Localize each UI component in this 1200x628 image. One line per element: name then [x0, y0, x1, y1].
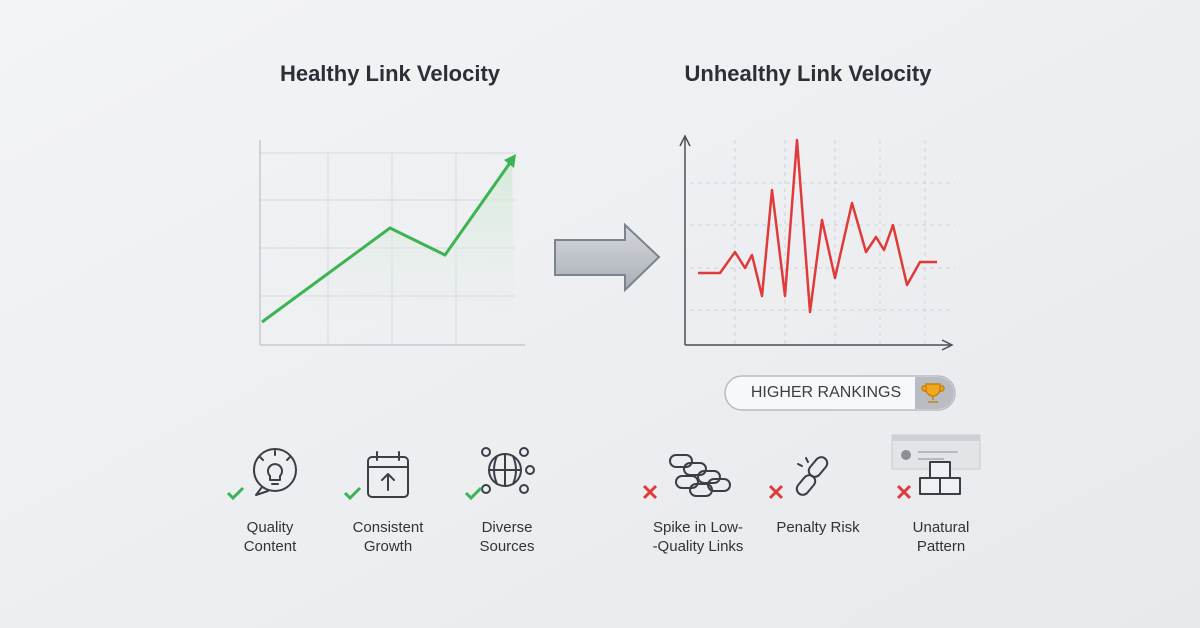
item-label: Consistent: [353, 519, 425, 536]
icons: [642, 434, 981, 500]
right-title: Unhealthy Link Velocity: [685, 61, 933, 86]
healthy-chart: [259, 140, 525, 346]
item-label: Growth: [364, 538, 412, 555]
item-label: Penalty Risk: [776, 519, 860, 536]
item-label: Diverse: [482, 519, 533, 536]
item-label: Sources: [479, 538, 534, 555]
item-label: -Quality Links: [653, 538, 744, 555]
left-title: Healthy Link Velocity: [280, 61, 501, 86]
badge: HIGHER RANKINGS: [724, 375, 956, 411]
item-label: Pattern: [917, 538, 965, 555]
item-label: Unatural: [913, 519, 970, 536]
item-label: Quality: [247, 519, 294, 536]
item-label: Spike in Low-: [653, 519, 743, 536]
transition-arrow: [554, 222, 661, 293]
item-label: Content: [244, 538, 297, 555]
icons: [226, 447, 535, 501]
badge-text: HIGHER RANKINGS: [751, 384, 901, 401]
unhealthy-chart: [679, 134, 955, 351]
